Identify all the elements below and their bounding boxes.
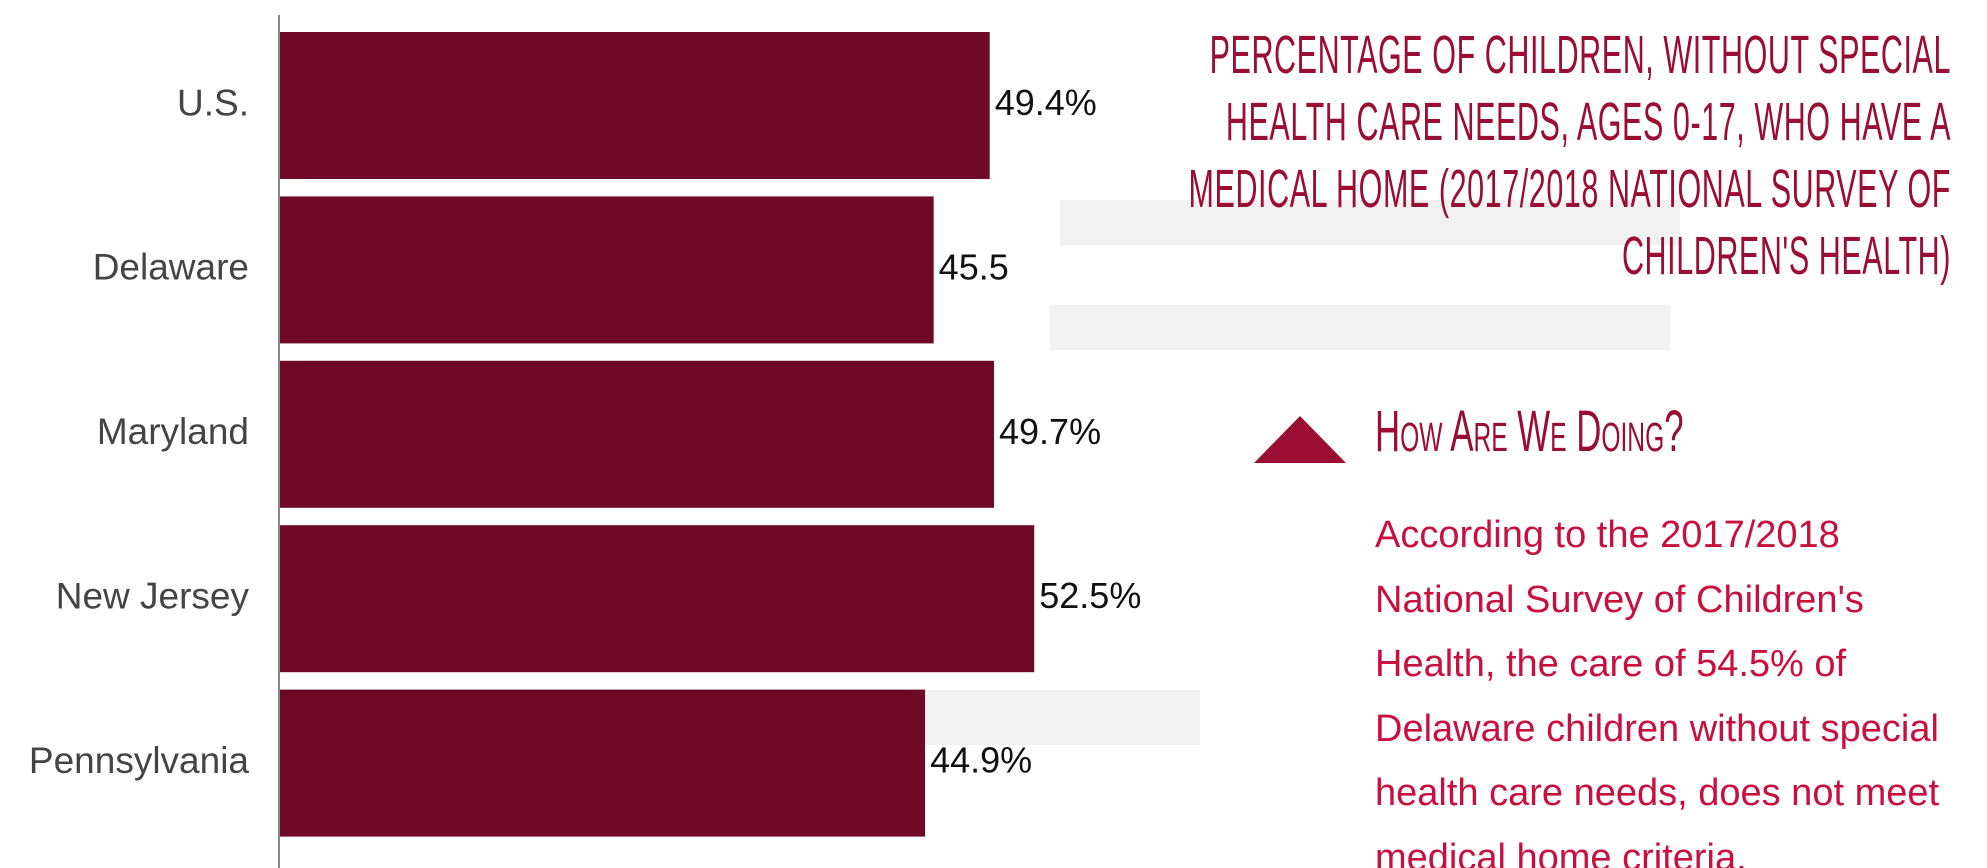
bar (280, 360, 995, 508)
bar (280, 196, 934, 344)
value-label: 45.5 (939, 246, 1009, 287)
value-label: 49.4% (995, 82, 1097, 123)
value-label: 52.5% (1039, 575, 1141, 616)
bg-shape (1050, 305, 1670, 350)
sidebar-text: According to the 2017/2018 National Surv… (1375, 514, 1940, 868)
bar (280, 525, 1035, 673)
value-label: 49.7% (999, 411, 1101, 452)
trend-triangle (1254, 416, 1346, 463)
bar (280, 689, 926, 837)
category-label: New Jersey (56, 575, 250, 616)
bar (280, 32, 990, 179)
value-label: 44.9% (930, 740, 1032, 781)
category-label: Pennsylvania (29, 740, 250, 781)
category-label: Maryland (97, 411, 249, 452)
bg-shape (1060, 200, 1680, 245)
category-label: U.S. (177, 82, 249, 123)
chart-title: PERCENTAGE OF CHILDREN, WITHOUT SPECIAL … (1188, 25, 1951, 286)
sidebar-heading: How Are We Doing? (1375, 399, 1684, 464)
category-label: Delaware (93, 247, 249, 288)
